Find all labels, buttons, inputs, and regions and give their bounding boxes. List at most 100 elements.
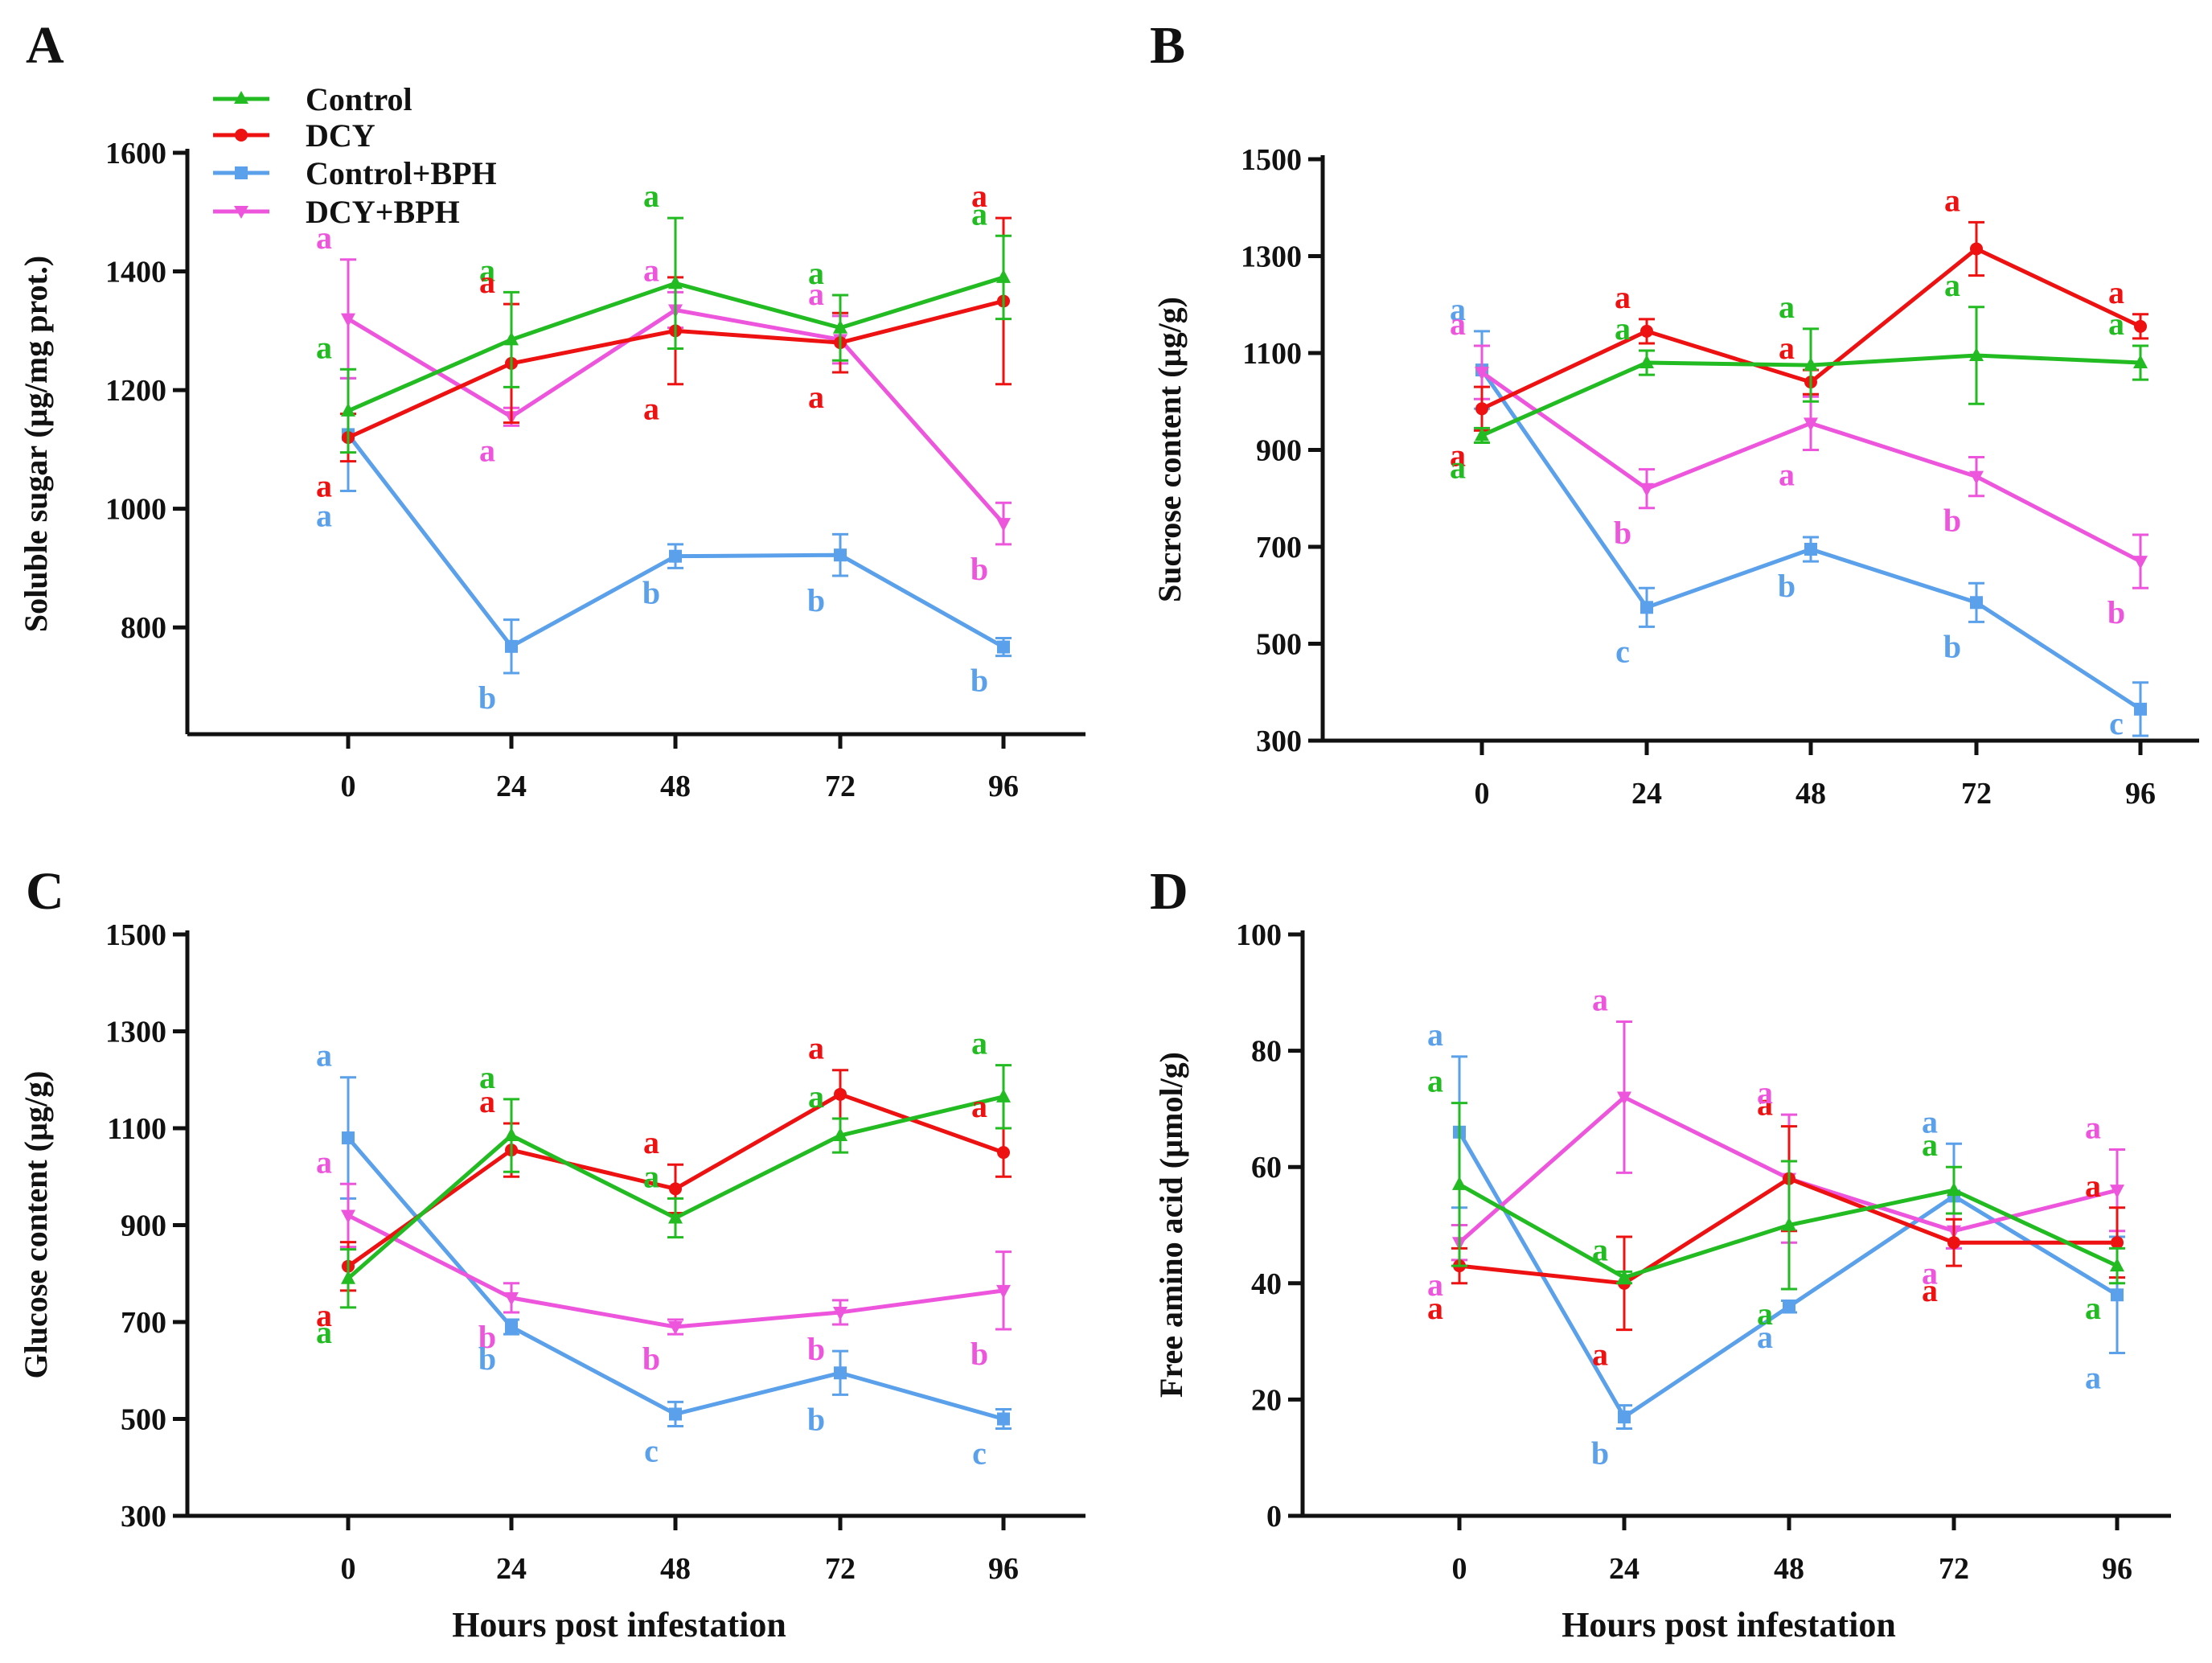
data-point [1475, 427, 1489, 441]
significance-letter-control: a [1592, 1231, 1608, 1267]
significance-letter-control-plus-bph: a [1922, 1103, 1938, 1139]
significance-letter-control-plus-bph: b [1778, 568, 1795, 604]
significance-letter-dcy-plus-bph: b [1943, 503, 1961, 539]
significance-letter-dcy-plus-bph: a [1450, 306, 1466, 342]
data-point [1947, 1182, 1961, 1197]
data-point [668, 275, 683, 289]
y-axis-title-b: Sucrose content (µg/g) [1151, 297, 1188, 602]
data-point [1783, 1300, 1795, 1313]
legend-item-control: Control [213, 81, 412, 117]
x-tick-label-b: 0 [1475, 777, 1490, 811]
legend-label-dcy-bph: DCY+BPH [306, 194, 460, 230]
data-point [668, 1209, 683, 1224]
series-control-a [340, 216, 1012, 454]
data-point [1804, 357, 1818, 372]
significance-letter-control: a [808, 1078, 824, 1115]
significance-letter-dcy-plus-bph: a [1592, 981, 1608, 1017]
data-point [669, 1182, 682, 1196]
series-dcy-plus-bph-c [340, 1182, 1012, 1336]
data-point [1782, 1217, 1796, 1231]
data-point [1640, 601, 1653, 614]
significance-letter-control-plus-bph: b [1943, 628, 1961, 664]
y-tick-label-b: 700 [1256, 531, 1302, 565]
data-point [669, 1407, 682, 1421]
x-tick-label-d: 0 [1452, 1552, 1467, 1586]
significance-letter-control-plus-bph: b [1591, 1435, 1609, 1472]
data-point [342, 1131, 355, 1145]
significance-letter-control: a [971, 1025, 987, 1061]
data-point [341, 1270, 355, 1284]
series-control-plus-bph-c [340, 1076, 1012, 1431]
x-tick-label-d: 72 [1939, 1552, 1969, 1586]
significance-letter-control-plus-bph: a [1427, 1016, 1443, 1053]
data-point [833, 319, 847, 334]
data-point [504, 331, 519, 346]
data-point [504, 1127, 519, 1142]
significance-letter-dcy: a [1757, 1086, 1773, 1123]
significance-letter-dcy: a [316, 1297, 332, 1333]
data-point [341, 1209, 355, 1224]
y-tick-label-b: 1500 [1241, 143, 1302, 177]
chart-panel-d: 0 20 40 60 80 100 0 24 48 72 96 Free amino acid (µm… [1153, 918, 2171, 1586]
significance-letter-dcy: a [1922, 1272, 1938, 1308]
x-tick-label-a: 48 [660, 770, 691, 803]
significance-letter-dcy: a [479, 1083, 495, 1119]
y-tick-label-a: 1000 [105, 493, 166, 527]
y-tick-label-d: 80 [1251, 1035, 1282, 1069]
significance-letter-dcy-plus-bph: b [478, 1319, 496, 1355]
data-point [834, 1366, 847, 1380]
significance-letter-control: a [1779, 289, 1795, 325]
series-control-d [1451, 1102, 2125, 1291]
y-tick-label-d: 0 [1266, 1500, 1282, 1534]
data-point [834, 1087, 847, 1101]
data-point [1618, 1410, 1631, 1424]
significance-letter-control-plus-bph: a [2085, 1360, 2101, 1396]
panel-label-d: D [1150, 862, 1188, 921]
series-dcy-c [340, 1069, 1012, 1292]
data-point [834, 548, 847, 562]
legend-item-dcy-bph: DCY+BPH [213, 194, 460, 230]
y-tick-label-b: 500 [1256, 628, 1302, 662]
panel-label-b: B [1150, 16, 1185, 75]
x-tick-label-a: 0 [341, 770, 356, 803]
data-point [2111, 1288, 2124, 1302]
significance-letter-control-plus-bph: a [316, 498, 332, 534]
significance-letter-control-plus-bph: c [1615, 633, 1630, 669]
x-tick-label-d: 24 [1609, 1552, 1640, 1586]
x-tick-label-c: 72 [825, 1552, 856, 1586]
significance-letter-control: a [2085, 1290, 2101, 1326]
significance-letter-control-plus-bph: b [807, 1401, 825, 1437]
data-point [504, 1291, 519, 1306]
significance-letter-dcy-plus-bph: b [642, 1341, 660, 1377]
x-axis-title-c: Hours post infestation [452, 1605, 786, 1645]
significance-letter-dcy-plus-bph: a [643, 252, 659, 288]
chart-panel-c: 300 500 700 900 1100 1300 1500 0 24 48 72 96 Glucose… [18, 918, 1085, 1586]
data-point [1475, 367, 1489, 381]
significance-letter-dcy-plus-bph: a [316, 1144, 332, 1180]
significance-letter-control-plus-bph: b [478, 1341, 496, 1377]
y-tick-label-c: 1300 [105, 1016, 166, 1049]
data-point [2110, 1185, 2124, 1199]
significance-letter-dcy: a [316, 468, 332, 504]
significance-letter-control-plus-bph: a [1757, 1319, 1773, 1355]
data-point [2134, 702, 2147, 716]
data-point [996, 1088, 1011, 1103]
x-tick-label-a: 24 [496, 770, 527, 803]
significance-letter-control-plus-bph: c [972, 1435, 987, 1472]
x-tick-label-a: 72 [825, 770, 856, 803]
legend-label-control: Control [306, 81, 412, 117]
significance-letter-dcy: a [1427, 1290, 1443, 1326]
significance-letter-dcy: a [1779, 330, 1795, 366]
significance-letter-control: a [1615, 310, 1631, 347]
significance-letter-dcy: a [643, 391, 659, 427]
significance-letter-dcy: a [1615, 279, 1631, 315]
y-tick-label-c: 1500 [105, 918, 166, 952]
y-axis-title-d: Free amino acid (µmol/g) [1153, 1052, 1189, 1398]
significance-letter-dcy-plus-bph: b [807, 1331, 825, 1367]
significance-letter-control-plus-bph: b [642, 574, 660, 610]
significance-letter-control: a [808, 255, 824, 291]
legend-label-control-bph: Control+BPH [306, 155, 497, 191]
x-tick-label-c: 24 [496, 1552, 527, 1586]
series-dcy-plus-bph-b [1474, 344, 2148, 589]
y-tick-label-c: 700 [121, 1306, 166, 1340]
